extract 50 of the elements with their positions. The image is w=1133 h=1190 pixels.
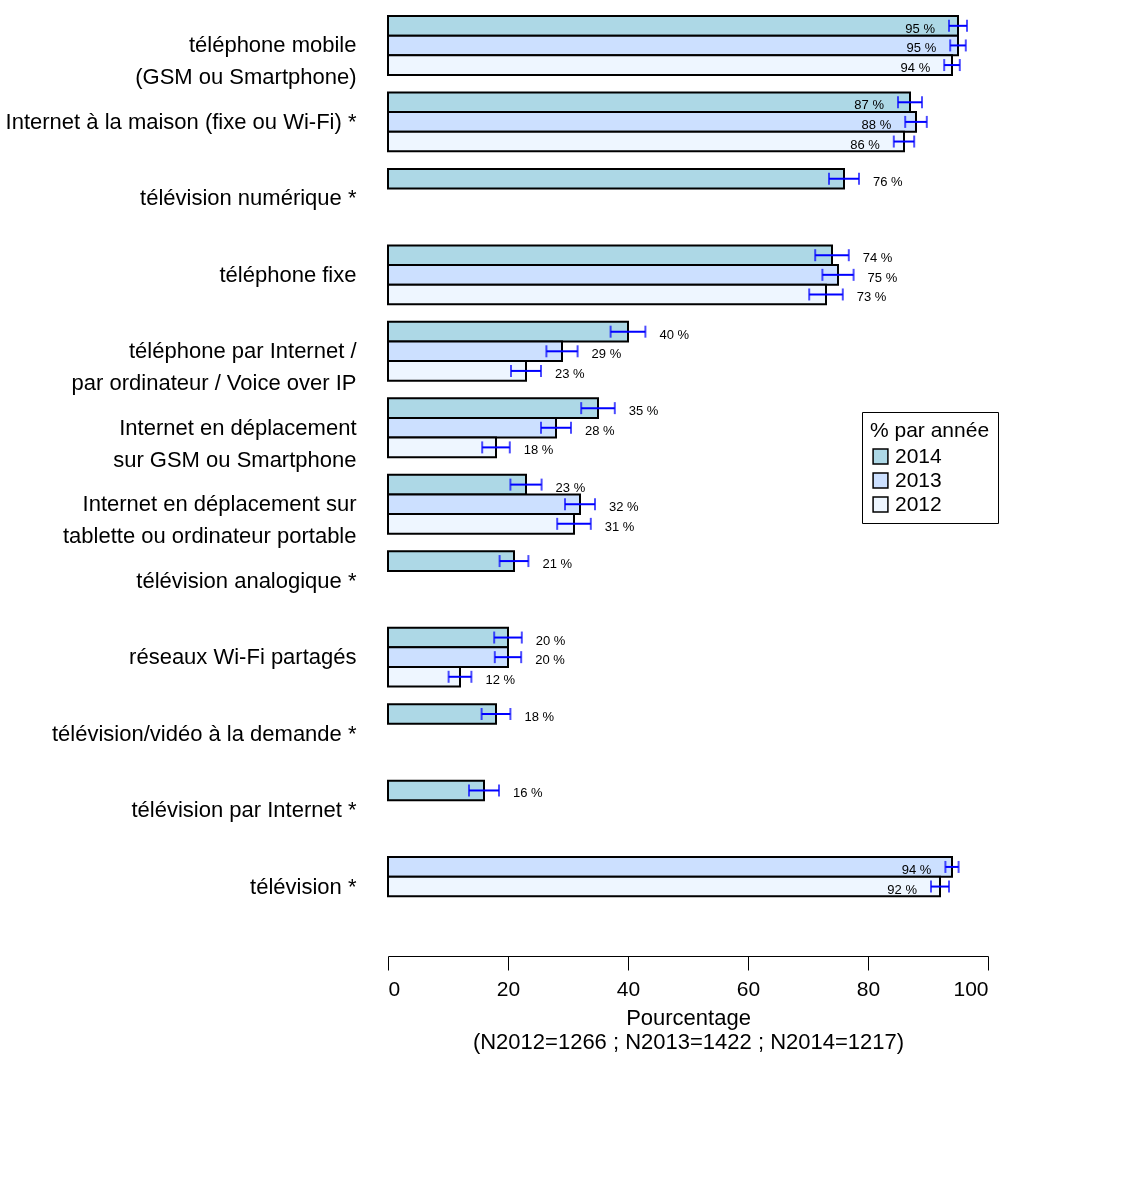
data-label: 28 % [585, 422, 616, 438]
data-label: 87 % [854, 97, 885, 113]
data-label: 76 % [873, 173, 904, 189]
data-label: 88 % [861, 116, 892, 132]
y-tick-label: téléphone mobile (GSM ou Smartphone) [135, 32, 357, 90]
x-axis-title: Pourcentage [626, 1004, 751, 1030]
data-label: 32 % [609, 499, 640, 515]
legend-label: 2012 [895, 491, 942, 515]
x-tick-label: 80 [856, 976, 881, 1000]
data-label: 21 % [542, 556, 573, 572]
data-label: 73 % [856, 289, 887, 305]
data-label: 86 % [850, 136, 881, 152]
data-label: 23 % [555, 365, 586, 381]
data-label: 31 % [604, 518, 635, 534]
data-label: 94 % [900, 60, 931, 76]
y-tick-label: télévision par Internet * [131, 797, 357, 823]
data-label: 92 % [887, 881, 918, 897]
y-tick-label: télévision analogique * [136, 567, 357, 593]
y-tick-label: Internet en déplacement sur GSM ou Smartphone [113, 414, 357, 472]
data-label: 29 % [591, 346, 622, 362]
data-label: 75 % [867, 269, 898, 285]
data-label: 18 % [523, 442, 554, 458]
legend-title: % par année [870, 418, 990, 441]
x-tick-label: 60 [736, 976, 761, 1000]
data-label: 18 % [524, 709, 555, 724]
y-tick-label: Internet à la maison (fixe ou Wi-Fi) * [5, 108, 357, 134]
x-tick-label: 0 [388, 976, 401, 1000]
x-tick-label: 40 [616, 976, 641, 1000]
data-label: 74 % [862, 250, 893, 266]
data-label: 40 % [659, 326, 690, 342]
y-tick-label: télévision * [250, 873, 357, 899]
y-tick-label: télévision numérique * [140, 185, 357, 211]
data-label: 35 % [628, 403, 659, 419]
legend-label: 2013 [895, 467, 942, 491]
y-tick-label: réseaux Wi-Fi partagés [129, 644, 357, 670]
legend-label: 2014 [895, 443, 943, 467]
data-label: 12 % [485, 671, 516, 687]
x-tick-label: 100 [953, 976, 989, 1000]
data-label: 20 % [535, 632, 566, 648]
data-label: 95 % [906, 40, 937, 56]
y-tick-label: téléphone fixe [219, 261, 357, 287]
y-tick-label: téléphone par Internet / par ordinateur / Voice over IP [71, 338, 358, 396]
y-tick-label: Internet en déplacement sur tablette ou ordinateur portable [62, 491, 357, 549]
data-label: 95 % [905, 20, 936, 36]
x-tick-label: 20 [496, 976, 521, 1000]
y-tick-label: télévision/vidéo à la demande * [51, 720, 357, 746]
data-label: 16 % [513, 785, 544, 801]
data-label: 23 % [555, 479, 586, 495]
data-label: 94 % [901, 861, 932, 877]
data-label: 20 % [535, 652, 566, 668]
